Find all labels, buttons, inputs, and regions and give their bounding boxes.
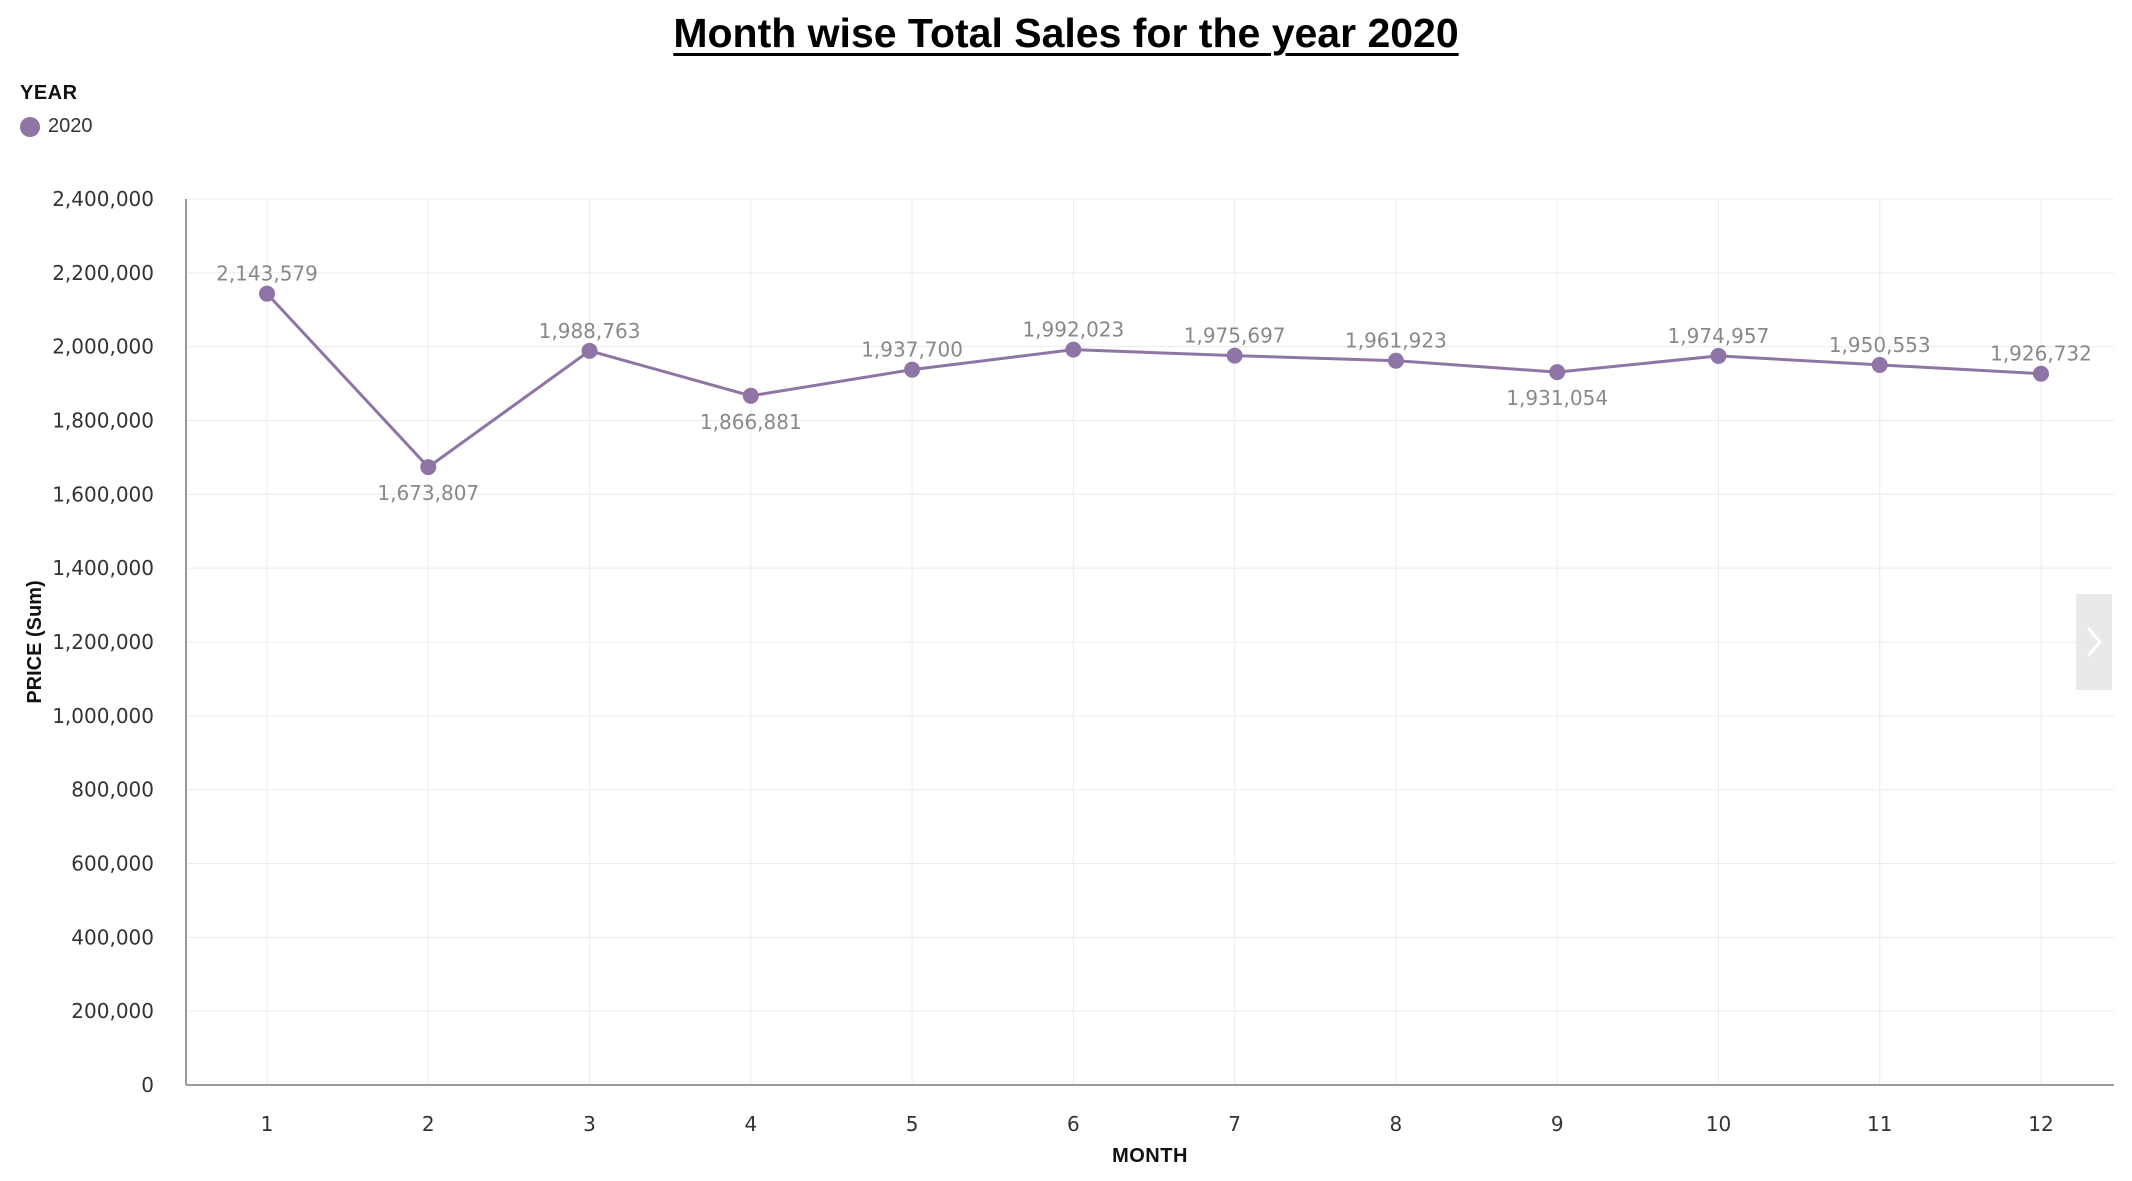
- data-point[interactable]: [1549, 364, 1566, 381]
- y-tick-label: 1,400,000: [52, 556, 154, 580]
- legend-item-2020[interactable]: 2020: [20, 115, 93, 138]
- data-label: 1,673,807: [377, 481, 479, 505]
- legend-swatch-icon: [20, 116, 40, 137]
- data-point[interactable]: [259, 285, 275, 302]
- y-tick-label: 600,000: [71, 852, 154, 876]
- y-tick-label: 2,200,000: [52, 261, 154, 285]
- data-point[interactable]: [1387, 352, 1404, 369]
- y-tick-label: 2,400,000: [52, 187, 154, 211]
- x-tick-label: 12: [2028, 1112, 2053, 1136]
- chevron-right-icon: [2086, 627, 2102, 657]
- y-tick-label: 400,000: [71, 925, 154, 949]
- legend-title: YEAR: [20, 82, 78, 104]
- data-point[interactable]: [1065, 341, 1082, 358]
- legend: YEAR 2020: [20, 82, 93, 138]
- data-point[interactable]: [420, 459, 437, 476]
- x-tick-label: 2: [422, 1112, 435, 1136]
- data-point[interactable]: [2033, 365, 2049, 382]
- data-label: 1,992,023: [1022, 318, 1124, 342]
- y-tick-label: 1,800,000: [52, 409, 154, 433]
- data-label: 1,931,054: [1506, 386, 1608, 410]
- series-line-2020: [265, 292, 2042, 470]
- x-tick-label: 6: [1067, 1112, 1080, 1136]
- x-tick-label: 10: [1706, 1112, 1731, 1136]
- data-label: 1,950,553: [1829, 333, 1931, 357]
- x-tick-label: 7: [1228, 1112, 1241, 1136]
- data-label: 1,988,763: [539, 319, 641, 343]
- y-tick-label: 800,000: [71, 778, 154, 802]
- data-label: 2,143,579: [216, 262, 318, 286]
- y-tick-label: 2,000,000: [52, 335, 154, 359]
- data-point[interactable]: [904, 361, 921, 378]
- x-tick-label: 3: [583, 1112, 596, 1136]
- x-tick-label: 5: [906, 1112, 919, 1136]
- y-tick-label: 200,000: [71, 999, 154, 1023]
- x-tick-label: 1: [261, 1112, 274, 1136]
- x-tick-label: 11: [1867, 1112, 1892, 1136]
- chart-title: Month wise Total Sales for the year 2020: [673, 10, 1459, 56]
- x-tick-label: 4: [744, 1112, 757, 1136]
- legend-item-label: 2020: [48, 115, 93, 137]
- y-axis-title: PRICE (Sum): [24, 580, 46, 703]
- y-tick-label: 1,600,000: [52, 482, 154, 506]
- x-tick-label: 9: [1551, 1112, 1564, 1136]
- y-tick-label: 1,200,000: [52, 630, 154, 654]
- data-point[interactable]: [1226, 347, 1243, 364]
- data-label: 1,937,700: [861, 338, 963, 362]
- data-label: 1,961,923: [1345, 329, 1447, 353]
- data-point[interactable]: [581, 342, 598, 359]
- next-page-button[interactable]: [2076, 594, 2112, 690]
- data-point[interactable]: [1871, 356, 1888, 373]
- data-label: 1,866,881: [700, 410, 802, 434]
- y-tick-label: 0: [141, 1073, 154, 1097]
- y-tick-label: 1,000,000: [52, 704, 154, 728]
- data-label: 1,926,732: [1990, 342, 2092, 366]
- x-axis-title: MONTH: [1112, 1145, 1188, 1167]
- x-tick-label: 8: [1390, 1112, 1403, 1136]
- data-label: 1,974,957: [1668, 324, 1770, 348]
- data-point[interactable]: [1710, 347, 1727, 364]
- data-label: 1,975,697: [1184, 324, 1286, 348]
- data-point[interactable]: [742, 387, 759, 404]
